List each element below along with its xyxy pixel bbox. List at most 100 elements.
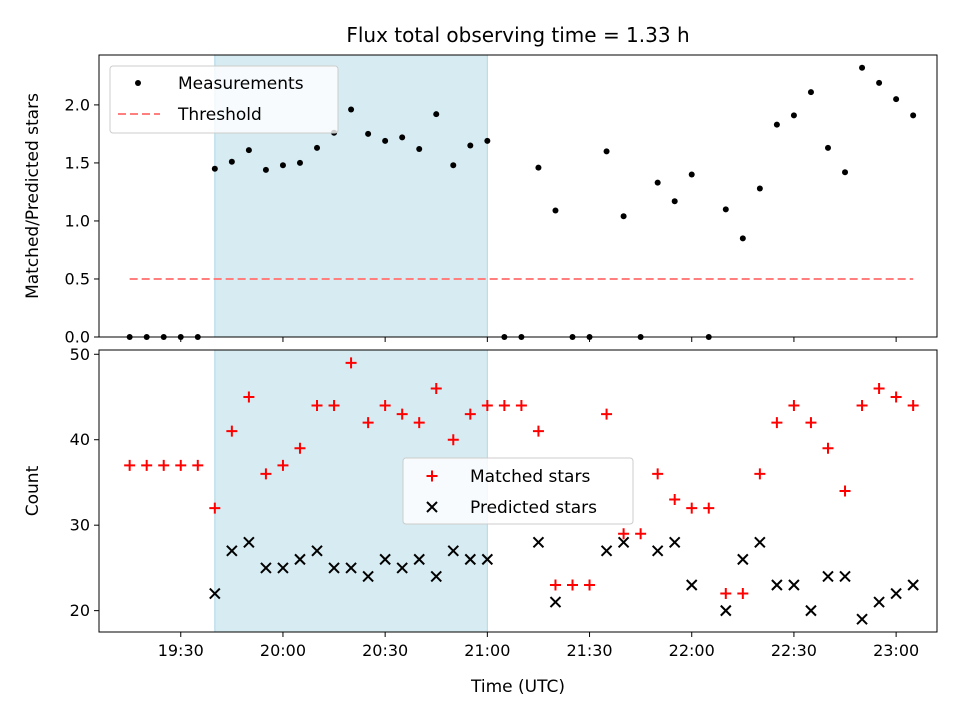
x-tick-label: 21:00: [464, 641, 510, 660]
measurement-point: [314, 144, 321, 151]
matched-star-point: [771, 417, 783, 429]
measurement-point: [467, 142, 474, 149]
matched-star-point: [805, 417, 817, 429]
bottom-axes-frame: [98, 349, 938, 633]
matched-star-point: [158, 459, 170, 471]
predicted-star-point: [430, 570, 442, 583]
matched-star-point: [515, 400, 527, 412]
predicted-star-point: [788, 579, 800, 591]
measurement-point: [279, 162, 286, 169]
legend-box: [402, 457, 634, 525]
x-tick-label: 22:30: [771, 641, 817, 660]
predicted-star-point: [651, 545, 664, 557]
predicted-star-point: [396, 562, 408, 574]
measurement-point: [484, 137, 491, 144]
y-axis-label: Matched/Predicted stars: [23, 93, 43, 299]
matched-star-point: [567, 579, 579, 591]
measurement-point: [807, 89, 814, 96]
measurement-point: [824, 144, 831, 151]
measurement-point: [739, 235, 746, 242]
y-tick-label: 0.5: [65, 269, 90, 288]
x-tick-label: 19:30: [158, 641, 204, 660]
y-tick-label: 0.0: [65, 328, 90, 347]
measurement-point: [262, 166, 269, 173]
predicted-star-point: [209, 587, 221, 600]
matched-star-point: [873, 382, 885, 394]
matched-star-point: [192, 459, 204, 471]
predicted-star-point: [311, 545, 323, 557]
y-tick-label: 50: [70, 345, 90, 364]
predicted-star-point: [737, 553, 749, 566]
matched-star-point: [856, 400, 868, 412]
y-tick-label: 1.0: [65, 211, 90, 230]
matched-star-point: [737, 588, 749, 600]
matched-star-point: [907, 400, 919, 412]
measurement-point: [893, 96, 900, 103]
predicted-star-point: [413, 553, 425, 566]
x-tick-label: 21:30: [566, 641, 612, 660]
matched-star-point: [430, 382, 442, 394]
measurement-point: [399, 134, 406, 141]
measurement-point: [228, 158, 235, 165]
predicted-star-point: [873, 596, 885, 608]
matched-star-point: [532, 425, 544, 437]
measurement-point: [859, 64, 866, 71]
predicted-star-point: [345, 562, 357, 574]
y-tick-label: 1.5: [65, 153, 90, 172]
matched-star-point: [226, 425, 238, 437]
predicted-star-point: [294, 553, 306, 566]
measurement-point: [348, 106, 355, 113]
legend-matched-marker: [426, 470, 438, 482]
measurement-point: [688, 171, 695, 178]
bottom-panel: 20 30 40 50 19:30 20:00 20:30 21:00 21:30 22:00 22…: [23, 345, 938, 697]
legend-matched-label: Matched stars: [470, 467, 590, 487]
measurement-point: [773, 121, 780, 128]
measurement-point: [671, 198, 678, 205]
matched-star-point: [362, 417, 374, 429]
predicted-star-point: [822, 570, 834, 583]
y-tick-label: 40: [70, 430, 90, 449]
matched-star-point: [345, 357, 357, 369]
measurement-point: [365, 130, 372, 137]
measurement-point: [756, 185, 763, 192]
measurement-point: [654, 179, 661, 186]
y-tick-label: 2.0: [65, 95, 90, 114]
matched-star-point: [277, 459, 289, 471]
measurement-point: [535, 164, 542, 171]
measurement-point: [620, 213, 627, 220]
matched-star-point: [754, 468, 766, 480]
measurement-point: [790, 112, 797, 119]
matched-star-point: [839, 485, 851, 497]
measurement-point: [450, 162, 457, 169]
matched-star-point: [294, 442, 306, 454]
predicted-star-point: [720, 604, 732, 617]
predicted-star-point: [243, 536, 255, 548]
predicted-star-point: [805, 604, 817, 617]
predicted-star-point: [532, 536, 545, 548]
matched-star-point: [635, 528, 647, 540]
predicted-star-point: [549, 596, 562, 608]
top-axes-frame: [98, 54, 938, 338]
predicted-star-point: [464, 553, 477, 566]
predicted-star-point: [754, 536, 766, 548]
predicted-star-point: [907, 579, 919, 591]
legend-measurements-marker: [135, 80, 141, 86]
matched-star-point: [413, 417, 425, 429]
matched-star-point: [669, 494, 681, 506]
legend-predicted-label: Predicted stars: [470, 498, 597, 518]
predicted-star-point: [481, 553, 494, 566]
measurement-point: [910, 112, 917, 119]
matched-star-point: [175, 459, 187, 471]
matched-star-point: [549, 579, 561, 591]
x-tick-label: 20:00: [260, 641, 306, 660]
matched-star-point: [618, 528, 630, 540]
measurement-point: [245, 147, 252, 154]
x-tick-label: 22:00: [669, 641, 715, 660]
measurement-point: [211, 165, 218, 172]
x-tick-label: 20:30: [362, 641, 408, 660]
top-panel: 0.0 0.5 1.0 1.5 2.0 Matched/Predicted stars Fl…: [23, 23, 938, 347]
legend-predicted-marker: [426, 501, 438, 513]
matched-star-point: [464, 408, 476, 420]
predicted-star-point: [771, 579, 783, 591]
predicted-star-point: [839, 570, 851, 583]
